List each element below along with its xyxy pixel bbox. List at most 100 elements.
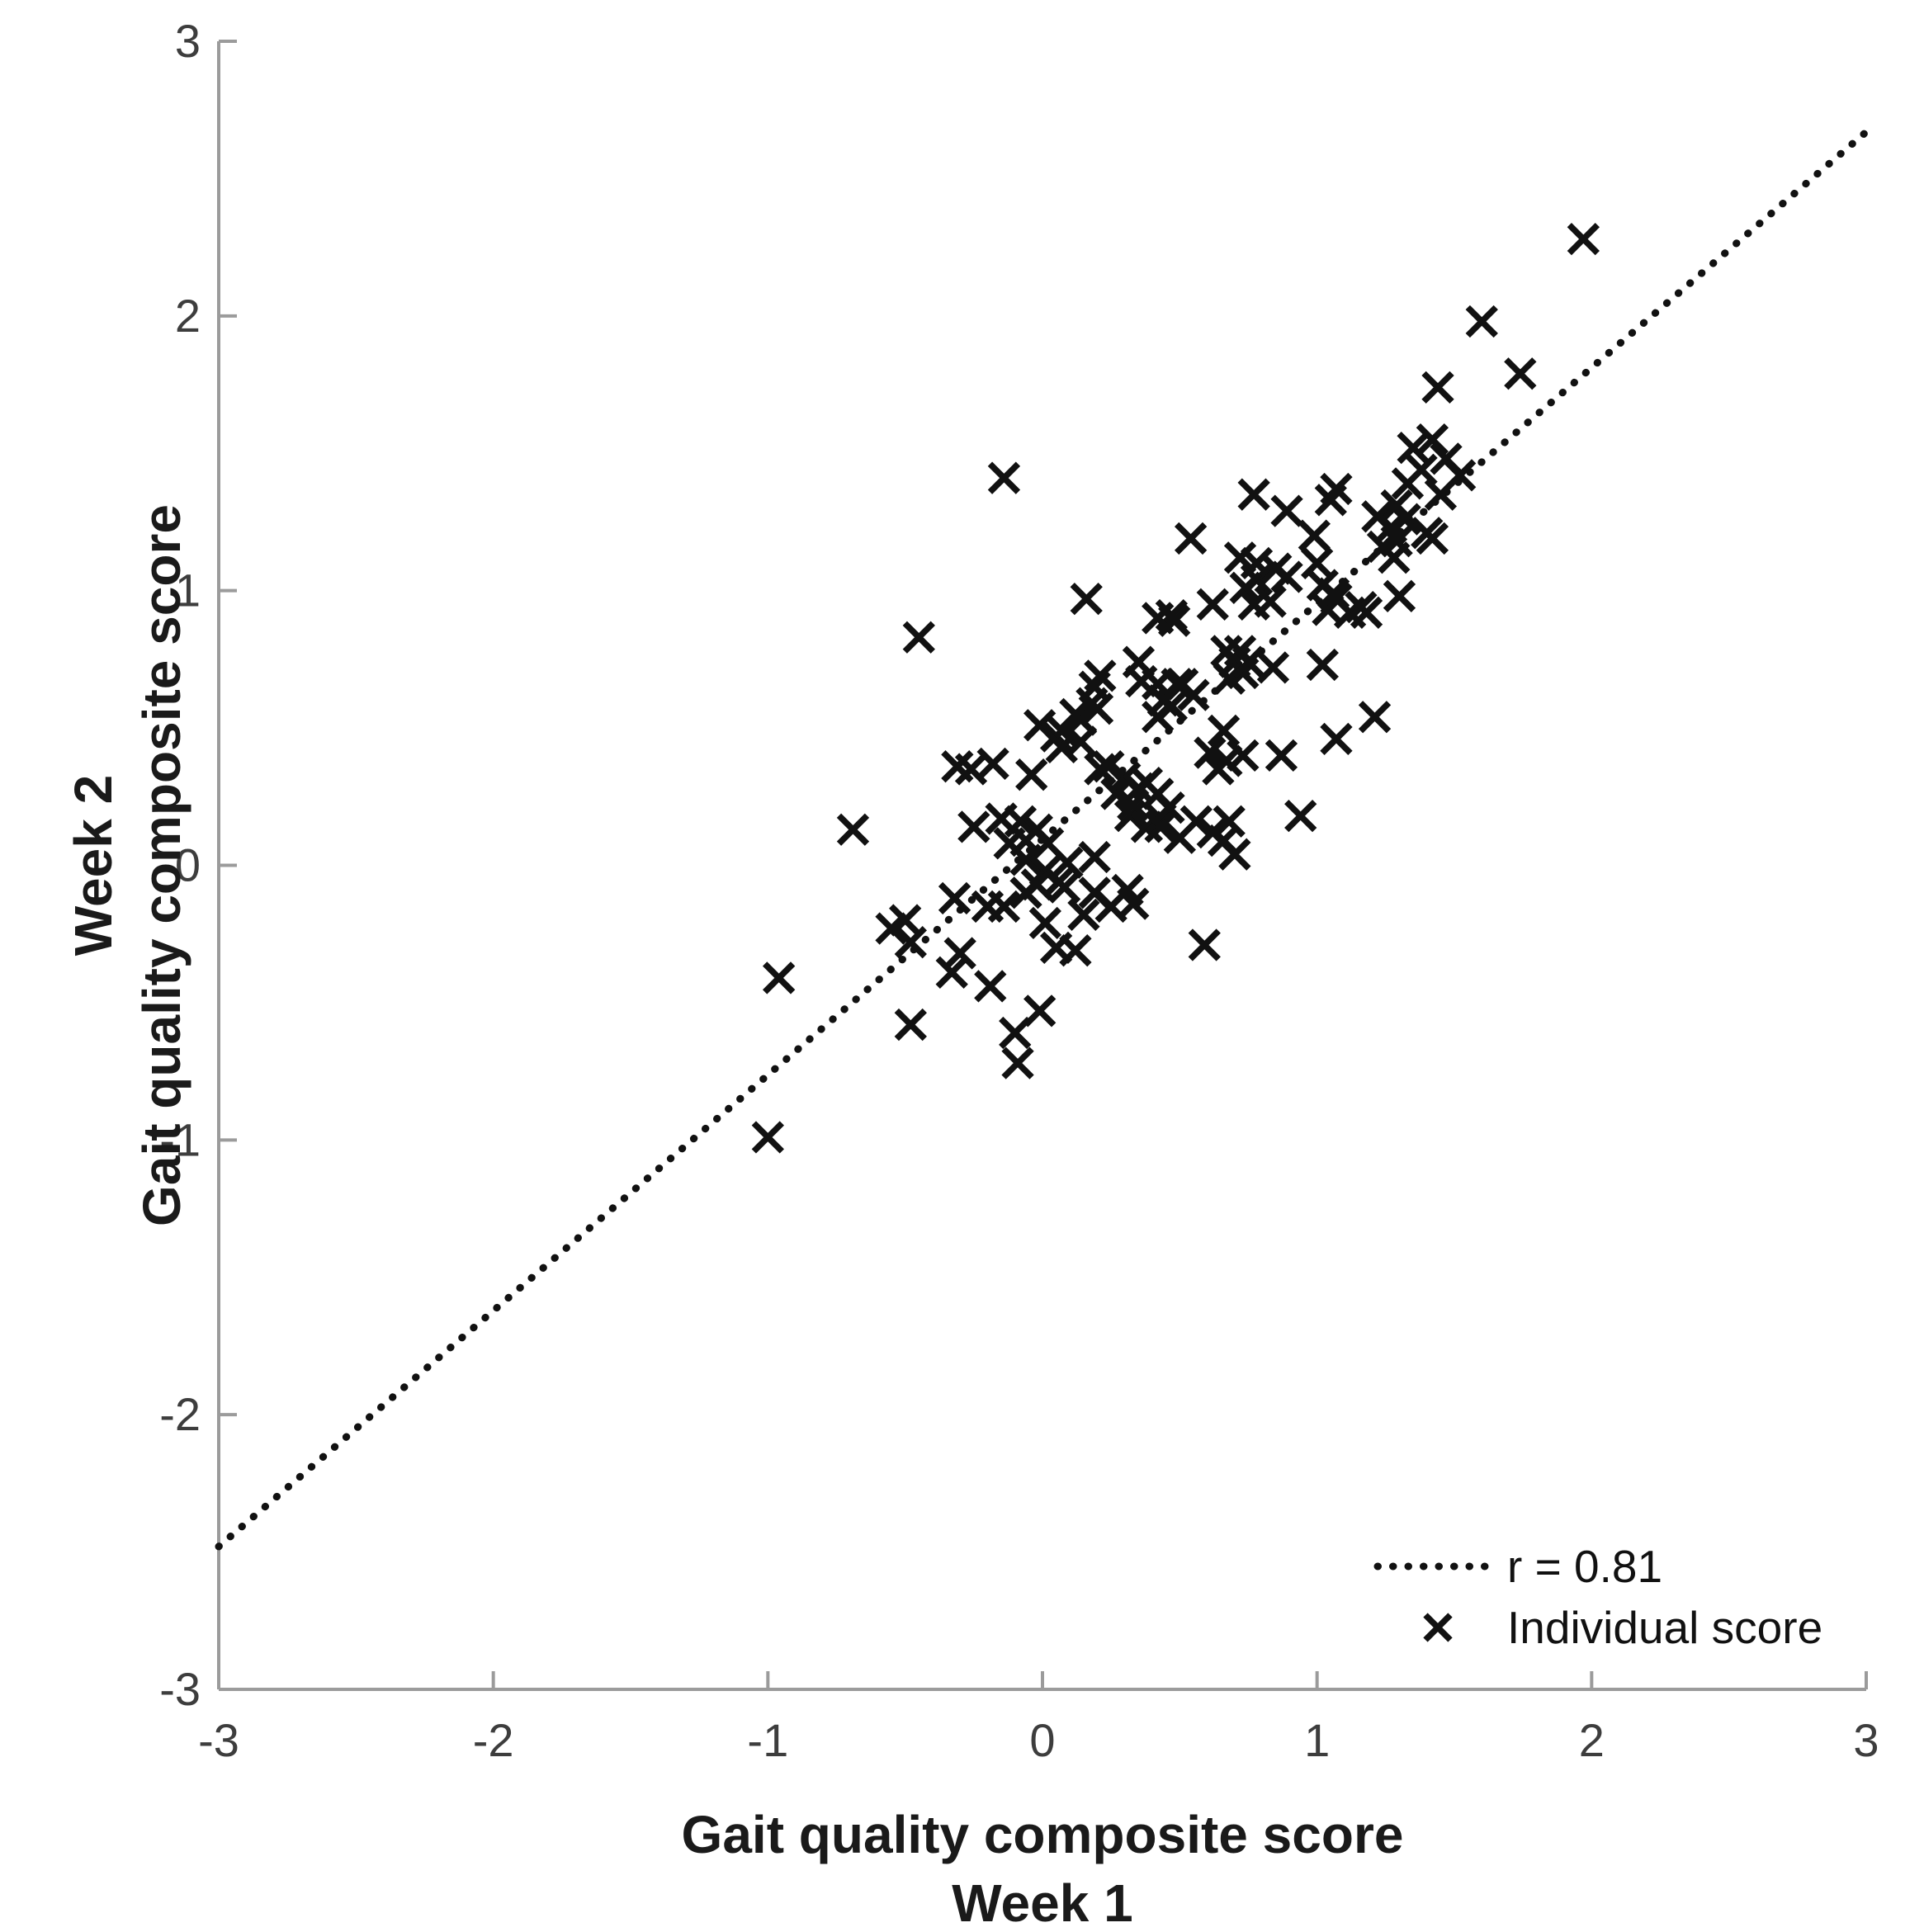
data-point: [1080, 692, 1114, 725]
y-tick-label: 0: [175, 839, 201, 891]
y-tick-label: 1: [175, 564, 201, 616]
data-point: [1358, 701, 1392, 734]
y-tick-label: -3: [159, 1663, 201, 1715]
data-point: [1306, 648, 1339, 682]
y-axis-title: Week 2 Gait quality composite score: [64, 504, 191, 1226]
data-point: [1004, 805, 1038, 838]
data-point: [1383, 579, 1416, 612]
data-point: [1397, 431, 1430, 465]
x-tick-label: 2: [1579, 1714, 1605, 1766]
data-point: [1504, 357, 1537, 390]
data-point: [1411, 517, 1444, 550]
data-point: [971, 890, 1005, 923]
data-point: [1284, 799, 1317, 833]
data-point: [1064, 725, 1098, 758]
data-point: [1078, 840, 1111, 874]
data-point: [1100, 777, 1133, 810]
data-point: [943, 937, 976, 970]
data-point: [1045, 730, 1078, 764]
data-point: [1059, 934, 1092, 967]
x-axis-title-line1: Gait quality composite score: [682, 1805, 1404, 1864]
data-point: [976, 747, 1009, 781]
data-point: [1314, 484, 1347, 517]
data-point: [1317, 577, 1350, 610]
data-point: [1350, 596, 1383, 629]
data-point: [1158, 604, 1191, 637]
y-tick-label: -2: [159, 1388, 201, 1440]
data-point: [1028, 906, 1061, 940]
data-point: [1001, 1046, 1034, 1079]
x-axis-title-line2: Week 1: [952, 1873, 1132, 1932]
data-point: [1163, 821, 1196, 854]
legend-label-r: r = 0.81: [1507, 1541, 1662, 1592]
data-point: [1265, 739, 1298, 772]
data-point: [1117, 788, 1150, 821]
data-point: [875, 912, 908, 945]
data-point: [1320, 722, 1353, 756]
data-point: [1144, 810, 1177, 843]
y-axis-title-line1: Week 2: [64, 775, 123, 956]
data-point: [938, 881, 971, 915]
data-point: [941, 750, 974, 783]
data-point: [762, 961, 796, 994]
data-point: [1256, 651, 1290, 684]
data-point: [1084, 753, 1117, 786]
scatter-points: [751, 222, 1600, 1154]
data-point: [1416, 423, 1449, 456]
x-axis-ticks: -3 -2 -1 0 1 2 3: [198, 1671, 1879, 1766]
data-point: [935, 956, 968, 989]
data-point: [1424, 478, 1458, 511]
data-point: [1177, 678, 1210, 711]
data-point: [1298, 519, 1331, 552]
data-point: [1067, 898, 1100, 932]
data-point: [1270, 560, 1303, 593]
y-tick-label: -1: [159, 1113, 201, 1165]
y-axis-ticks: -3 -2 -1 0 1 2 3: [159, 15, 237, 1715]
data-point: [1015, 758, 1048, 791]
data-point: [1155, 689, 1189, 723]
data-point: [894, 1008, 927, 1042]
legend-label-individual: Individual score: [1507, 1602, 1822, 1653]
data-point: [1009, 876, 1042, 909]
x-tick-label: 1: [1304, 1714, 1330, 1766]
data-point: [1194, 736, 1227, 769]
data-point: [1465, 305, 1498, 338]
y-tick-label: 3: [175, 15, 201, 67]
data-point: [1092, 750, 1125, 783]
x-tick-label: 3: [1853, 1714, 1879, 1766]
data-point: [1051, 846, 1084, 879]
data-point: [1421, 371, 1454, 404]
data-point: [1237, 478, 1270, 511]
data-point: [1070, 583, 1103, 616]
data-point: [1196, 588, 1229, 621]
data-point: [1213, 805, 1246, 838]
data-point: [1218, 838, 1251, 871]
data-point: [902, 621, 935, 654]
x-tick-label: -1: [747, 1714, 788, 1766]
data-point: [1567, 222, 1600, 256]
data-point: [1174, 522, 1208, 555]
data-point: [1270, 494, 1303, 527]
data-point: [1117, 887, 1150, 920]
data-point: [751, 1121, 784, 1154]
data-point: [1231, 645, 1265, 678]
data-point: [894, 926, 927, 959]
x-axis-title: Gait quality composite score Week 1: [682, 1805, 1404, 1932]
y-tick-label: 2: [175, 290, 201, 342]
data-point: [1009, 843, 1042, 876]
data-point: [1388, 503, 1421, 536]
data-point: [1202, 753, 1235, 786]
data-point: [1254, 585, 1287, 618]
data-point: [1229, 571, 1262, 604]
data-point: [999, 1016, 1032, 1050]
data-point: [1227, 739, 1260, 772]
data-point: [1391, 467, 1425, 500]
x-tick-label: 0: [1029, 1714, 1055, 1766]
data-point: [1113, 799, 1147, 833]
data-point: [1188, 928, 1221, 961]
data-point: [1207, 714, 1241, 748]
x-tick-label: -2: [473, 1714, 514, 1766]
data-point: [974, 970, 1007, 1003]
data-point: [957, 810, 990, 843]
